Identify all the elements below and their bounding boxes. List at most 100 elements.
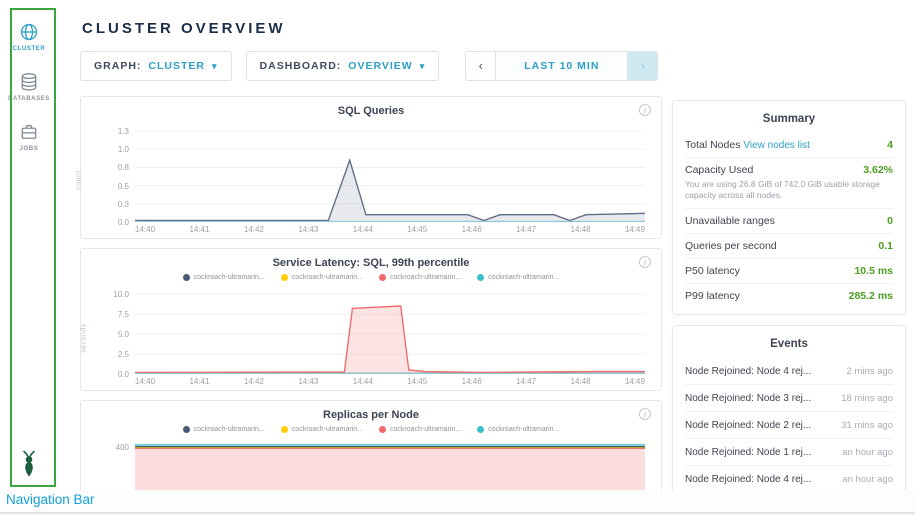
page-title: CLUSTER OVERVIEW bbox=[82, 20, 286, 37]
summary-title: Summary bbox=[762, 113, 816, 125]
summary-panel: Summary Total Nodes View nodes list 4 Capa… bbox=[672, 100, 906, 315]
y-tick-label: 0.3 bbox=[117, 200, 129, 209]
dashboard-controls: GRAPH: CLUSTER ▾ DASHBOARD: OVERVIEW ▾ ‹… bbox=[80, 51, 662, 81]
x-tick-label: 14:41 bbox=[189, 377, 210, 386]
databases-icon bbox=[21, 73, 37, 91]
x-tick-label: 14:44 bbox=[352, 225, 373, 234]
chart-title: Replicas per Node bbox=[323, 409, 419, 421]
sidebar-item-cluster[interactable]: CLUSTER bbox=[0, 12, 58, 62]
sidebar-item-label: JOBS bbox=[19, 146, 39, 152]
info-icon[interactable]: i bbox=[639, 256, 651, 268]
view-nodes-link[interactable]: View nodes list bbox=[743, 140, 810, 151]
x-tick-label: 14:49 bbox=[624, 377, 645, 386]
event-time: 18 mins ago bbox=[841, 392, 893, 404]
legend-item[interactable]: cockroach-ultramarin... bbox=[379, 426, 461, 433]
legend-item[interactable]: cockroach-ultramarin... bbox=[477, 274, 559, 281]
chart-plot bbox=[135, 444, 645, 490]
event-text: Node Rejoined: Node 2 rej... bbox=[685, 419, 812, 431]
app-window: CLUSTER DATABASES JOBS CLUSTER OVERVIEW GR… bbox=[0, 0, 906, 490]
y-tick-label: 5.0 bbox=[117, 330, 129, 339]
sidebar-item-databases[interactable]: DATABASES bbox=[0, 62, 58, 112]
summary-rows: Total Nodes View nodes list 4 Capacity Use… bbox=[685, 133, 893, 308]
sidebar-item-jobs[interactable]: JOBS bbox=[0, 112, 58, 162]
chart-sql-queries: SQL Queries i count 0.0 0.3 0.5 0.8 1.0 1.3 14:40… bbox=[75, 96, 662, 239]
cockroachdb-logo[interactable] bbox=[16, 450, 42, 478]
legend-item[interactable]: cockroach-ultramarin... bbox=[280, 274, 363, 281]
legend-item[interactable]: cockroach-ultramarin... bbox=[280, 426, 363, 433]
time-prev-button[interactable]: ‹ bbox=[466, 52, 497, 80]
dashboard-dropdown-value: OVERVIEW bbox=[348, 60, 413, 72]
events-panel: Events Node Rejoined: Node 4 rej... 2 min… bbox=[672, 324, 906, 490]
event-row: Node Rejoined: Node 4 rej... 2 mins ago bbox=[685, 358, 893, 384]
event-row: Node Rejoined: Node 4 rej... an hour ago bbox=[685, 464, 893, 490]
chart-plot bbox=[135, 130, 645, 222]
summary-value: 4 bbox=[887, 139, 893, 151]
x-tick-label: 14:45 bbox=[407, 225, 428, 234]
x-tick-label: 14:42 bbox=[243, 377, 264, 386]
y-tick-label: 1.0 bbox=[117, 145, 129, 154]
legend-dot-icon bbox=[379, 426, 386, 433]
chart-title: SQL Queries bbox=[337, 105, 405, 117]
summary-row: P50 latency 10.5 ms bbox=[685, 257, 893, 283]
right-panel: Summary Total Nodes View nodes list 4 Capa… bbox=[672, 100, 906, 490]
legend-dot-icon bbox=[280, 274, 288, 281]
time-range-selector: ‹ LAST 10 MIN › bbox=[465, 51, 659, 81]
legend-item[interactable]: cockroach-ultramarin... bbox=[182, 426, 265, 433]
info-icon[interactable]: i bbox=[639, 104, 651, 116]
legend-item[interactable]: cockroach-ultramarin... bbox=[477, 426, 559, 433]
event-time: 2 mins ago bbox=[846, 365, 893, 377]
graph-dropdown-value: CLUSTER bbox=[148, 60, 206, 72]
info-icon[interactable]: i bbox=[639, 408, 651, 420]
legend-dot-icon bbox=[379, 274, 386, 281]
x-tick-label: 14:40 bbox=[135, 225, 156, 234]
summary-label: Total Nodes View nodes list bbox=[685, 139, 810, 151]
event-row: Node Rejoined: Node 2 rej... 31 mins ago bbox=[685, 410, 893, 438]
summary-label: P99 latency bbox=[685, 289, 740, 302]
main-content: CLUSTER OVERVIEW GRAPH: CLUSTER ▾ DASHBO… bbox=[75, 0, 662, 490]
x-axis-ticks: 14:40 14:41 14:42 14:43 14:44 14:45 14:46 14:47… bbox=[135, 377, 645, 386]
time-range-value: LAST 10 MIN bbox=[496, 52, 628, 80]
event-text: Node Rejoined: Node 4 rej... bbox=[685, 473, 812, 485]
summary-label: Queries per second bbox=[685, 239, 777, 252]
summary-value: 10.5 ms bbox=[854, 264, 893, 277]
legend-item[interactable]: cockroach-ultramarin... bbox=[379, 274, 461, 281]
legend-dot-icon bbox=[477, 274, 485, 281]
event-time: 31 mins ago bbox=[841, 419, 893, 431]
time-next-button[interactable]: › bbox=[627, 52, 658, 80]
y-axis-ticks: 0.0 0.3 0.5 0.8 1.0 1.3 bbox=[99, 126, 129, 234]
summary-row: Total Nodes View nodes list 4 bbox=[685, 133, 893, 157]
y-axis-ticks: 400 bbox=[99, 442, 129, 490]
x-tick-label: 14:42 bbox=[243, 225, 264, 234]
event-time: an hour ago bbox=[842, 446, 893, 458]
event-rows: Node Rejoined: Node 4 rej... 2 mins ago No… bbox=[685, 358, 893, 490]
summary-value: 285.2 ms bbox=[848, 289, 893, 302]
y-tick-label: 0.8 bbox=[117, 163, 129, 172]
y-tick-label: 0.0 bbox=[117, 218, 129, 227]
legend-dot-icon bbox=[182, 426, 190, 433]
summary-row: Capacity Used 3.62% You are using 26.8 GiB… bbox=[685, 157, 893, 208]
events-title: Events bbox=[770, 337, 808, 350]
chart-plot bbox=[135, 293, 645, 374]
dashboard-dropdown[interactable]: DASHBOARD: OVERVIEW ▾ bbox=[245, 51, 440, 81]
y-tick-label: 2.5 bbox=[117, 350, 129, 359]
x-tick-label: 14:41 bbox=[189, 225, 210, 234]
y-tick-label: 1.3 bbox=[117, 127, 129, 136]
plot-area: count 0.0 0.3 0.5 0.8 1.0 1.3 14:40 14:41 14:42 14… bbox=[75, 126, 645, 234]
x-tick-label: 14:43 bbox=[298, 225, 319, 234]
chevron-down-icon: ▾ bbox=[212, 60, 218, 71]
plot-area: seconds 0.0 2.5 5.0 7.5 10.0 14:40 14:41 14:42 14… bbox=[80, 290, 645, 386]
chart-legend: cockroach-ultramarin... cockroach-ultrama… bbox=[93, 426, 649, 433]
x-tick-label: 14:47 bbox=[516, 377, 537, 386]
legend-dot-icon bbox=[280, 426, 288, 433]
y-tick-label: 0.5 bbox=[117, 182, 129, 191]
graph-dropdown[interactable]: GRAPH: CLUSTER ▾ bbox=[80, 51, 232, 81]
chevron-down-icon: ▾ bbox=[419, 60, 426, 71]
plot-area: 40014:4014:4114:4214:4314:4414:4514:4614… bbox=[116, 442, 645, 490]
chart-service-latency-sql-99th-percentile: Service Latency: SQL, 99th percentile i co… bbox=[80, 248, 662, 391]
event-text: Node Rejoined: Node 4 rej... bbox=[685, 365, 812, 377]
legend-item[interactable]: cockroach-ultramarin... bbox=[182, 274, 265, 281]
y-tick-label: 7.5 bbox=[117, 310, 129, 319]
y-axis-label: seconds bbox=[80, 323, 88, 353]
event-text: Node Rejoined: Node 1 rej... bbox=[685, 446, 812, 458]
summary-row: Unavailable ranges 0 bbox=[685, 207, 893, 233]
